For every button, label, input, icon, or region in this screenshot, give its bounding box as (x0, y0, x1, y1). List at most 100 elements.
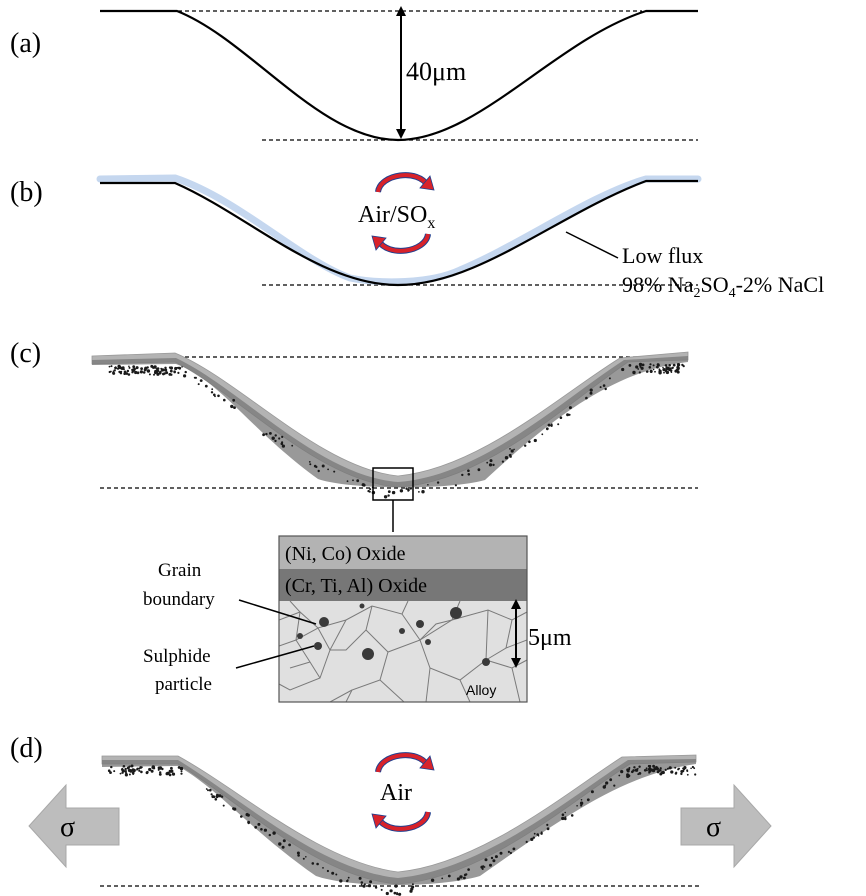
particle-dot (165, 371, 169, 375)
particle-dot (278, 842, 282, 846)
pit-profile (100, 9, 698, 142)
particle-dot (509, 455, 512, 458)
particle-dot (441, 877, 444, 880)
particle-dot (411, 883, 414, 886)
particle-dot (570, 814, 574, 817)
particle-dot (265, 432, 268, 436)
particle-dot (246, 813, 250, 817)
particle-dot (638, 765, 641, 768)
particle-dot (130, 764, 134, 768)
sulphide-label-line2: particle (155, 674, 212, 695)
particle-dot (656, 363, 659, 366)
particle-dot (447, 874, 451, 878)
particle-dot (680, 772, 683, 776)
particle-dot (557, 423, 560, 426)
particle-dot (482, 865, 485, 868)
particle-dot (309, 463, 312, 466)
outer-oxide-band (279, 536, 527, 569)
particle-dot (271, 436, 275, 440)
particle-dot (398, 892, 402, 896)
particle-dot (686, 773, 689, 776)
particle-dot (193, 376, 196, 379)
particle-dot (126, 766, 130, 770)
particle-dot (389, 889, 393, 893)
particle-dot (454, 484, 457, 487)
particle-dot (677, 363, 680, 366)
particle-dot (125, 772, 128, 775)
particle-dot (528, 440, 531, 444)
particle-dot (127, 373, 131, 376)
particle-dot (140, 367, 144, 370)
particle-dot (146, 770, 149, 774)
particle-dot (317, 469, 320, 473)
particle-dot (128, 365, 130, 368)
particle-dot (499, 851, 503, 855)
alloy-label: Alloy (466, 682, 496, 698)
particle-dot (658, 370, 662, 374)
inner-oxide-label: (Cr, Ti, Al) Oxide (285, 575, 427, 597)
particle-dot (262, 433, 265, 437)
particle-dot (247, 820, 251, 824)
particle-dot (218, 794, 222, 798)
particle-dot (559, 416, 563, 420)
particle-dot (169, 369, 173, 373)
particle-dot (633, 766, 636, 769)
particle-dot (618, 774, 621, 777)
particle-dot (547, 423, 551, 427)
particle-dot (463, 876, 466, 880)
particle-dot (399, 489, 404, 493)
particle-dot (488, 463, 493, 467)
particle-dot (168, 769, 172, 773)
particle-dot (546, 823, 549, 827)
particle-dot (652, 764, 655, 768)
particle-dot (134, 370, 138, 375)
particle-dot (131, 771, 135, 775)
particle-dot (156, 373, 159, 375)
particle-dot (327, 468, 329, 471)
particle-dot (492, 463, 495, 467)
particle-dot (621, 367, 625, 372)
particle-dot (135, 366, 139, 370)
particle-dot (268, 833, 271, 837)
particle-dot (530, 837, 534, 842)
particle-dot (183, 374, 187, 378)
particle-dot (678, 767, 680, 770)
particle-dot (628, 767, 631, 769)
particle-dot (670, 371, 673, 374)
particle-dot (664, 364, 668, 367)
particle-dot (107, 769, 111, 772)
particle-dot (118, 370, 121, 374)
particle-dot (609, 778, 613, 782)
particle-dot (143, 368, 147, 372)
particle-dot (662, 366, 664, 369)
particle-dot (589, 388, 593, 392)
inner-oxide-band (279, 569, 527, 601)
particle-dot (121, 769, 125, 773)
particle-dot (541, 433, 544, 436)
particle-dot (180, 770, 183, 773)
particle-dot (148, 767, 152, 772)
particle-dot (668, 364, 671, 367)
particle-dot (664, 369, 668, 373)
particle-dot (484, 858, 488, 862)
particle-dot (210, 793, 213, 796)
particle-dot (205, 788, 208, 790)
particle-dot (212, 795, 216, 799)
particle-dot (546, 827, 550, 831)
particle-dot (655, 765, 658, 768)
particle-dot (112, 372, 114, 374)
particle-dot (652, 364, 655, 367)
particle-dot (666, 366, 670, 370)
particle-dot (128, 366, 131, 369)
particle-dot (173, 370, 176, 374)
particle-dot (197, 383, 200, 386)
particle-dot (691, 765, 695, 769)
particle-dot (272, 831, 276, 835)
particle-dot (222, 804, 225, 807)
particle-dot (210, 391, 214, 394)
particle-dot (297, 854, 300, 857)
particle-dot (125, 769, 127, 772)
particle-dot (456, 877, 460, 881)
particle-dot (396, 893, 399, 896)
inner-oxide-layer (102, 759, 696, 885)
